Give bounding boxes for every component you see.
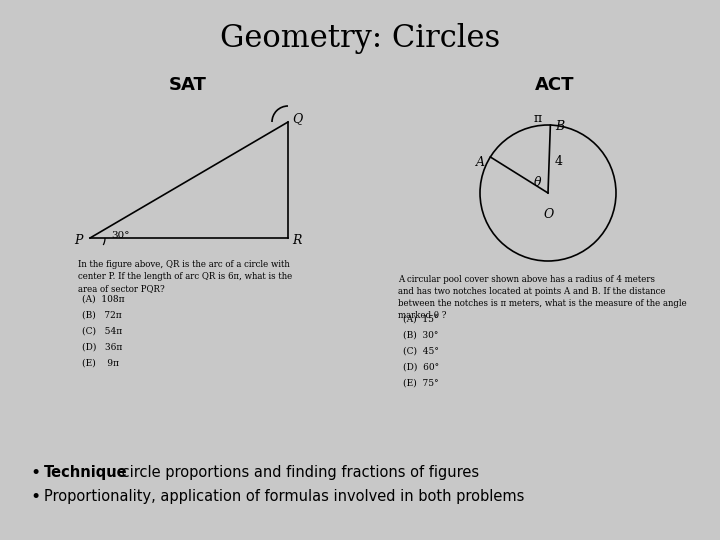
Text: (C)   54π: (C) 54π	[82, 327, 122, 336]
Text: (A)  108π: (A) 108π	[82, 295, 125, 304]
Text: (B)   72π: (B) 72π	[82, 311, 122, 320]
Text: A circular pool cover shown above has a radius of 4 meters
and has two notches l: A circular pool cover shown above has a …	[398, 275, 687, 320]
Text: In the figure above, QR is the arc of a circle with
center P. If the length of a: In the figure above, QR is the arc of a …	[78, 260, 292, 293]
Text: Proportionality, application of formulas involved in both problems: Proportionality, application of formulas…	[44, 489, 524, 504]
Text: θ: θ	[534, 177, 541, 190]
Text: B: B	[555, 119, 564, 132]
Text: (D)   36π: (D) 36π	[82, 343, 122, 352]
Text: (C)  45°: (C) 45°	[403, 347, 439, 356]
Text: •: •	[30, 488, 40, 506]
Text: (E)  75°: (E) 75°	[403, 379, 438, 388]
Text: O: O	[544, 208, 554, 221]
Text: (E)    9π: (E) 9π	[82, 359, 119, 368]
Text: Technique: Technique	[44, 465, 127, 481]
Text: ACT: ACT	[535, 76, 575, 94]
Text: (A)  15°: (A) 15°	[403, 315, 438, 324]
Text: (B)  30°: (B) 30°	[403, 331, 438, 340]
Text: P: P	[74, 234, 82, 247]
Text: R: R	[292, 234, 302, 247]
Text: Geometry: Circles: Geometry: Circles	[220, 23, 500, 53]
Text: (D)  60°: (D) 60°	[403, 363, 439, 372]
Text: π: π	[534, 112, 541, 125]
Text: •: •	[30, 464, 40, 482]
Text: A: A	[476, 157, 485, 170]
Text: 4: 4	[554, 154, 562, 167]
Text: 30°: 30°	[111, 231, 130, 240]
Text: SAT: SAT	[169, 76, 207, 94]
Text: : circle proportions and finding fractions of figures: : circle proportions and finding fractio…	[112, 465, 479, 481]
Text: Q: Q	[292, 112, 302, 125]
